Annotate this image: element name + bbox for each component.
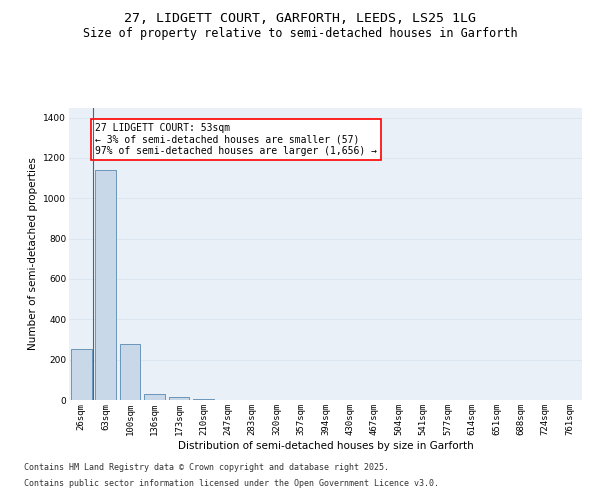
Y-axis label: Number of semi-detached properties: Number of semi-detached properties (28, 158, 38, 350)
X-axis label: Distribution of semi-detached houses by size in Garforth: Distribution of semi-detached houses by … (178, 440, 473, 450)
Bar (71, 348, 92, 400)
Text: Contains HM Land Registry data © Crown copyright and database right 2025.: Contains HM Land Registry data © Crown c… (24, 464, 389, 472)
Text: 27, LIDGETT COURT, GARFORTH, LEEDS, LS25 1LG: 27, LIDGETT COURT, GARFORTH, LEEDS, LS25… (124, 12, 476, 26)
Text: Contains public sector information licensed under the Open Government Licence v3: Contains public sector information licen… (24, 478, 439, 488)
Bar (144, 394, 165, 400)
Bar (95, 170, 116, 400)
Bar (169, 397, 190, 400)
Text: 27 LIDGETT COURT: 53sqm
← 3% of semi-detached houses are smaller (57)
97% of sem: 27 LIDGETT COURT: 53sqm ← 3% of semi-det… (95, 122, 377, 156)
Bar (119, 344, 140, 400)
Text: Size of property relative to semi-detached houses in Garforth: Size of property relative to semi-detach… (83, 28, 517, 40)
Bar (193, 398, 214, 400)
